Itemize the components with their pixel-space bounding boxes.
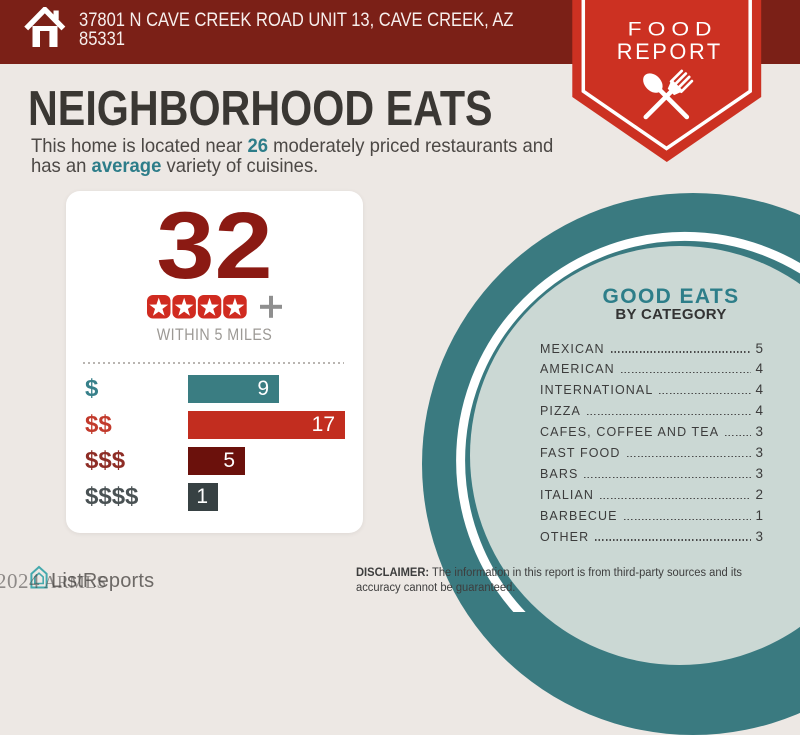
svg-text:FOOD: FOOD xyxy=(628,19,718,40)
svg-text:REPORT: REPORT xyxy=(617,39,723,64)
